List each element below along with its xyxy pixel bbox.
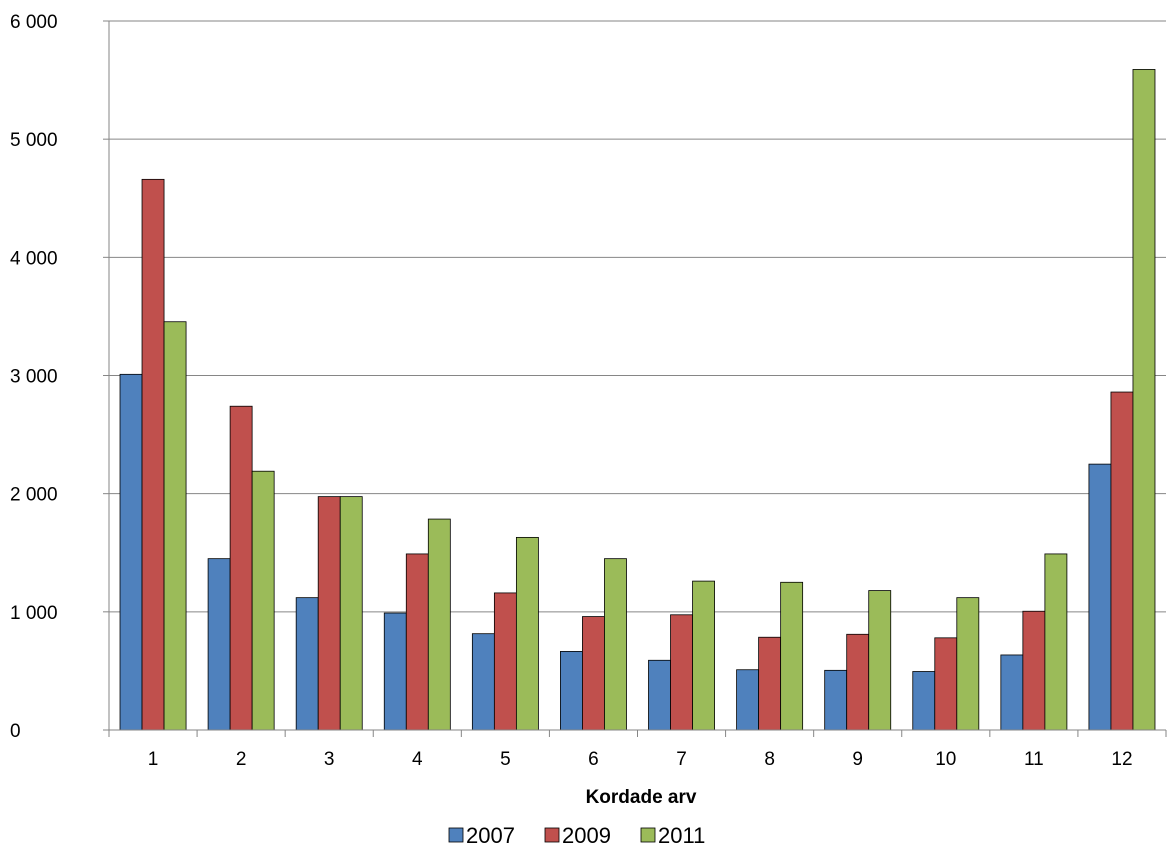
bar-2009-10 bbox=[934, 637, 958, 731]
bar-2007-4 bbox=[383, 612, 407, 731]
x-tick-label: 7 bbox=[676, 749, 687, 770]
y-tick-label: 6 000 bbox=[10, 12, 58, 33]
bar-2007-1 bbox=[119, 373, 143, 731]
bar-2009-5 bbox=[493, 592, 517, 731]
bar-2007-6 bbox=[560, 651, 583, 731]
legend: 2007 2009 2011 bbox=[448, 823, 705, 848]
y-tick-label: 0 bbox=[10, 721, 21, 742]
bar-2007-2 bbox=[207, 558, 231, 731]
x-tick-label: 5 bbox=[500, 749, 511, 770]
bar-2011-5 bbox=[515, 536, 539, 731]
x-tick-label: 1 bbox=[148, 749, 159, 770]
bar-2009-1 bbox=[141, 178, 165, 731]
legend-swatch bbox=[544, 827, 560, 843]
bars bbox=[119, 69, 1156, 731]
bar-2011-2 bbox=[251, 470, 275, 731]
bar-2007-5 bbox=[471, 633, 495, 731]
x-tick-label: 11 bbox=[1024, 749, 1044, 770]
bar-2009-7 bbox=[670, 614, 693, 731]
bar-2007-11 bbox=[1000, 654, 1024, 731]
x-tick-label: 12 bbox=[1111, 749, 1132, 770]
legend-label: 2011 bbox=[658, 823, 705, 848]
bar-2009-11 bbox=[1022, 610, 1046, 731]
x-tick-label: 10 bbox=[935, 749, 956, 770]
x-tick-label: 6 bbox=[588, 749, 599, 770]
bar-2011-1 bbox=[163, 321, 187, 731]
bar-2011-9 bbox=[868, 590, 892, 731]
bar-2009-12 bbox=[1110, 391, 1134, 731]
bar-2011-6 bbox=[604, 558, 627, 731]
y-tick-label: 3 000 bbox=[10, 367, 58, 388]
y-axis-ticks: 0 1 000 2 000 3 000 4 000 5 000 6 000 bbox=[10, 12, 109, 742]
bar-2011-11 bbox=[1044, 553, 1068, 731]
legend-label: 2007 bbox=[466, 823, 515, 848]
bar-2011-12 bbox=[1132, 69, 1156, 731]
bar-2007-8 bbox=[736, 669, 760, 731]
legend-item-2007: 2007 bbox=[448, 823, 515, 848]
legend-swatch bbox=[448, 827, 464, 843]
x-tick-label: 3 bbox=[324, 749, 335, 770]
bar-2007-12 bbox=[1088, 463, 1112, 731]
bar-2007-10 bbox=[912, 671, 936, 731]
y-tick-label: 5 000 bbox=[10, 130, 58, 151]
bar-2009-8 bbox=[758, 636, 782, 731]
legend-swatch bbox=[640, 827, 656, 843]
y-tick-label: 2 000 bbox=[10, 485, 58, 506]
x-tick-label: 4 bbox=[412, 749, 423, 770]
bar-2007-9 bbox=[824, 669, 848, 731]
bar-2009-9 bbox=[846, 633, 870, 731]
x-tick-label: 2 bbox=[236, 749, 247, 770]
bar-2009-6 bbox=[582, 616, 605, 731]
x-axis-title: Kordade arv bbox=[586, 787, 697, 808]
bar-2007-3 bbox=[295, 597, 319, 731]
x-axis-ticks: 1 2 3 4 5 6 7 8 9 10 11 12 bbox=[108, 730, 1167, 770]
bar-2009-2 bbox=[229, 405, 253, 731]
bar-2011-7 bbox=[692, 580, 715, 731]
legend-item-2011: 2011 bbox=[640, 823, 705, 848]
y-tick-label: 4 000 bbox=[10, 248, 58, 269]
bar-2009-3 bbox=[317, 496, 341, 731]
x-tick-label: 9 bbox=[852, 749, 863, 770]
bar-2011-3 bbox=[339, 496, 363, 731]
bar-2009-4 bbox=[405, 553, 429, 731]
legend-item-2009: 2009 bbox=[544, 823, 611, 848]
bar-2011-10 bbox=[956, 597, 980, 731]
x-tick-label: 8 bbox=[764, 749, 775, 770]
y-tick-label: 1 000 bbox=[10, 603, 58, 624]
bar-2007-7 bbox=[648, 659, 671, 731]
legend-label: 2009 bbox=[562, 823, 611, 848]
bar-2011-8 bbox=[780, 581, 804, 731]
bar-2011-4 bbox=[427, 518, 451, 731]
gridlines bbox=[109, 20, 1166, 613]
